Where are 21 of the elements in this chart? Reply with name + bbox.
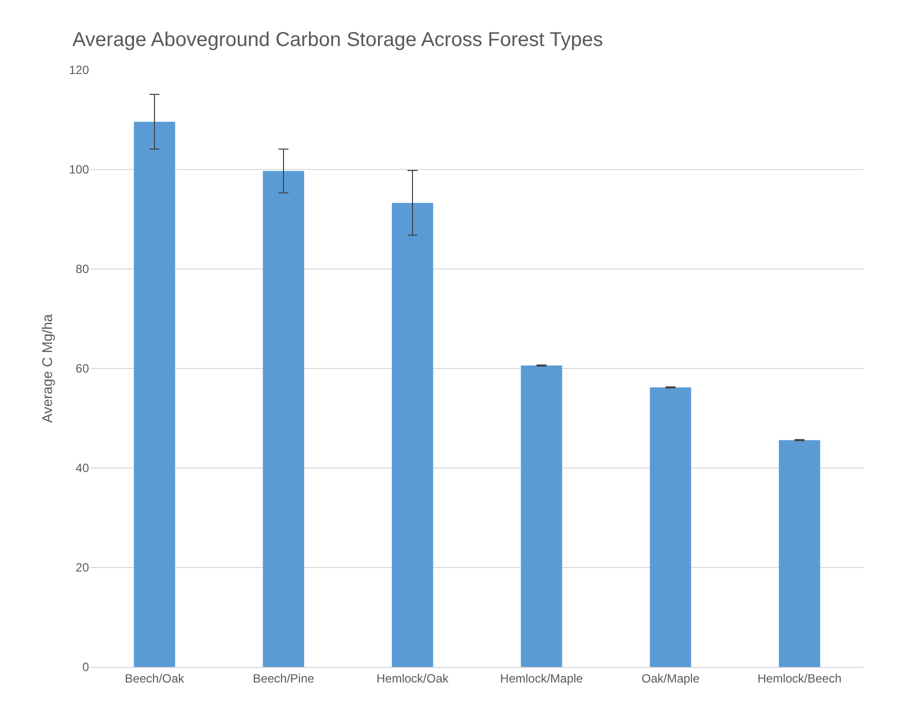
- bar: [262, 170, 304, 667]
- bar: [134, 122, 176, 667]
- y-tick-label: 100: [68, 162, 90, 177]
- bar: [650, 387, 692, 667]
- y-axis-title: Average C Mg/ha: [39, 314, 55, 423]
- y-tick-label: 40: [76, 461, 90, 476]
- x-tick-label: Hemlock/Maple: [500, 671, 584, 686]
- x-tick-label: Hemlock/Oak: [376, 671, 450, 686]
- bar: [392, 202, 434, 667]
- bar: [520, 366, 562, 667]
- chart-title: Average Aboveground Carbon Storage Across Forest Types: [72, 28, 604, 51]
- y-tick-label: 20: [76, 560, 90, 575]
- x-tick-label: Beech/Pine: [252, 671, 315, 686]
- y-tick-label: 60: [76, 362, 90, 376]
- y-tick-label: 120: [68, 63, 90, 78]
- bar: [778, 440, 820, 667]
- x-tick-label: Beech/Oak: [124, 671, 186, 686]
- x-tick-label: Oak/Maple: [641, 671, 700, 686]
- x-tick-label: Hemlock/Beech: [757, 671, 842, 686]
- y-tick-label: 80: [76, 262, 90, 276]
- y-tick-label: 0: [82, 660, 90, 674]
